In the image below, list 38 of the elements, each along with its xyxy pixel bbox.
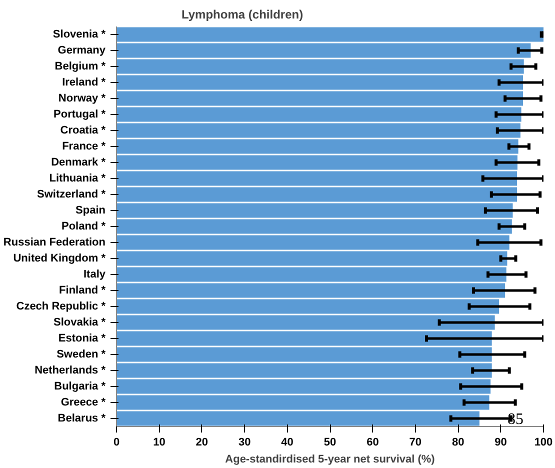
y-tick-label: Denmark * xyxy=(51,156,106,168)
y-tick-label: Italy xyxy=(83,268,106,280)
y-tick-label: Slovenia * xyxy=(52,28,106,40)
x-tick-label: 50 xyxy=(324,436,336,448)
y-tick-label: Portugal * xyxy=(54,108,106,120)
x-tick-label: 10 xyxy=(153,436,166,448)
y-tick-label: Ireland * xyxy=(62,76,106,88)
y-tick-label: Finland * xyxy=(59,284,106,296)
x-tick-label: 80 xyxy=(452,436,464,448)
y-tick-label: Greece * xyxy=(60,396,106,408)
y-tick-label: Czech Republic * xyxy=(16,300,106,312)
x-tick-label: 0 xyxy=(113,436,120,448)
y-tick-label: Belarus * xyxy=(58,412,106,424)
y-tick-label: Russian Federation xyxy=(3,236,106,248)
y-tick-label: Belgium * xyxy=(54,60,106,72)
x-tick-label: 20 xyxy=(196,436,208,448)
y-tick-label: United Kingdom * xyxy=(13,252,106,264)
x-tick-label: 90 xyxy=(494,436,507,448)
x-axis-title: Age-standirdised 5-year net survival (%) xyxy=(225,454,436,466)
x-tick-label: 100 xyxy=(534,436,553,448)
y-tick-label: France * xyxy=(62,140,106,152)
y-tick-label: Poland * xyxy=(61,220,106,232)
y-tick-label: Bulgaria * xyxy=(54,380,106,392)
y-tick-label: Netherlands * xyxy=(34,364,106,376)
y-tick-label: Switzerland * xyxy=(37,188,106,200)
chart-title: Lymphoma (children) xyxy=(182,8,304,22)
y-tick-label: Germany xyxy=(58,44,106,56)
x-tick-label: 30 xyxy=(238,436,251,448)
y-tick-label: Lithuania * xyxy=(49,172,106,184)
y-tick-label: Sweden * xyxy=(56,348,106,360)
y-tick-label: Estonia * xyxy=(58,332,106,344)
x-tick-label: 60 xyxy=(366,436,379,448)
y-tick-label: Croatia * xyxy=(60,124,106,136)
y-tick-label: Norway * xyxy=(58,92,106,104)
x-tick-label: 70 xyxy=(409,436,422,448)
y-tick-label: Slovakia * xyxy=(54,316,106,328)
y-tick-label: Spain xyxy=(76,204,106,216)
x-tick-label: 40 xyxy=(281,436,294,448)
